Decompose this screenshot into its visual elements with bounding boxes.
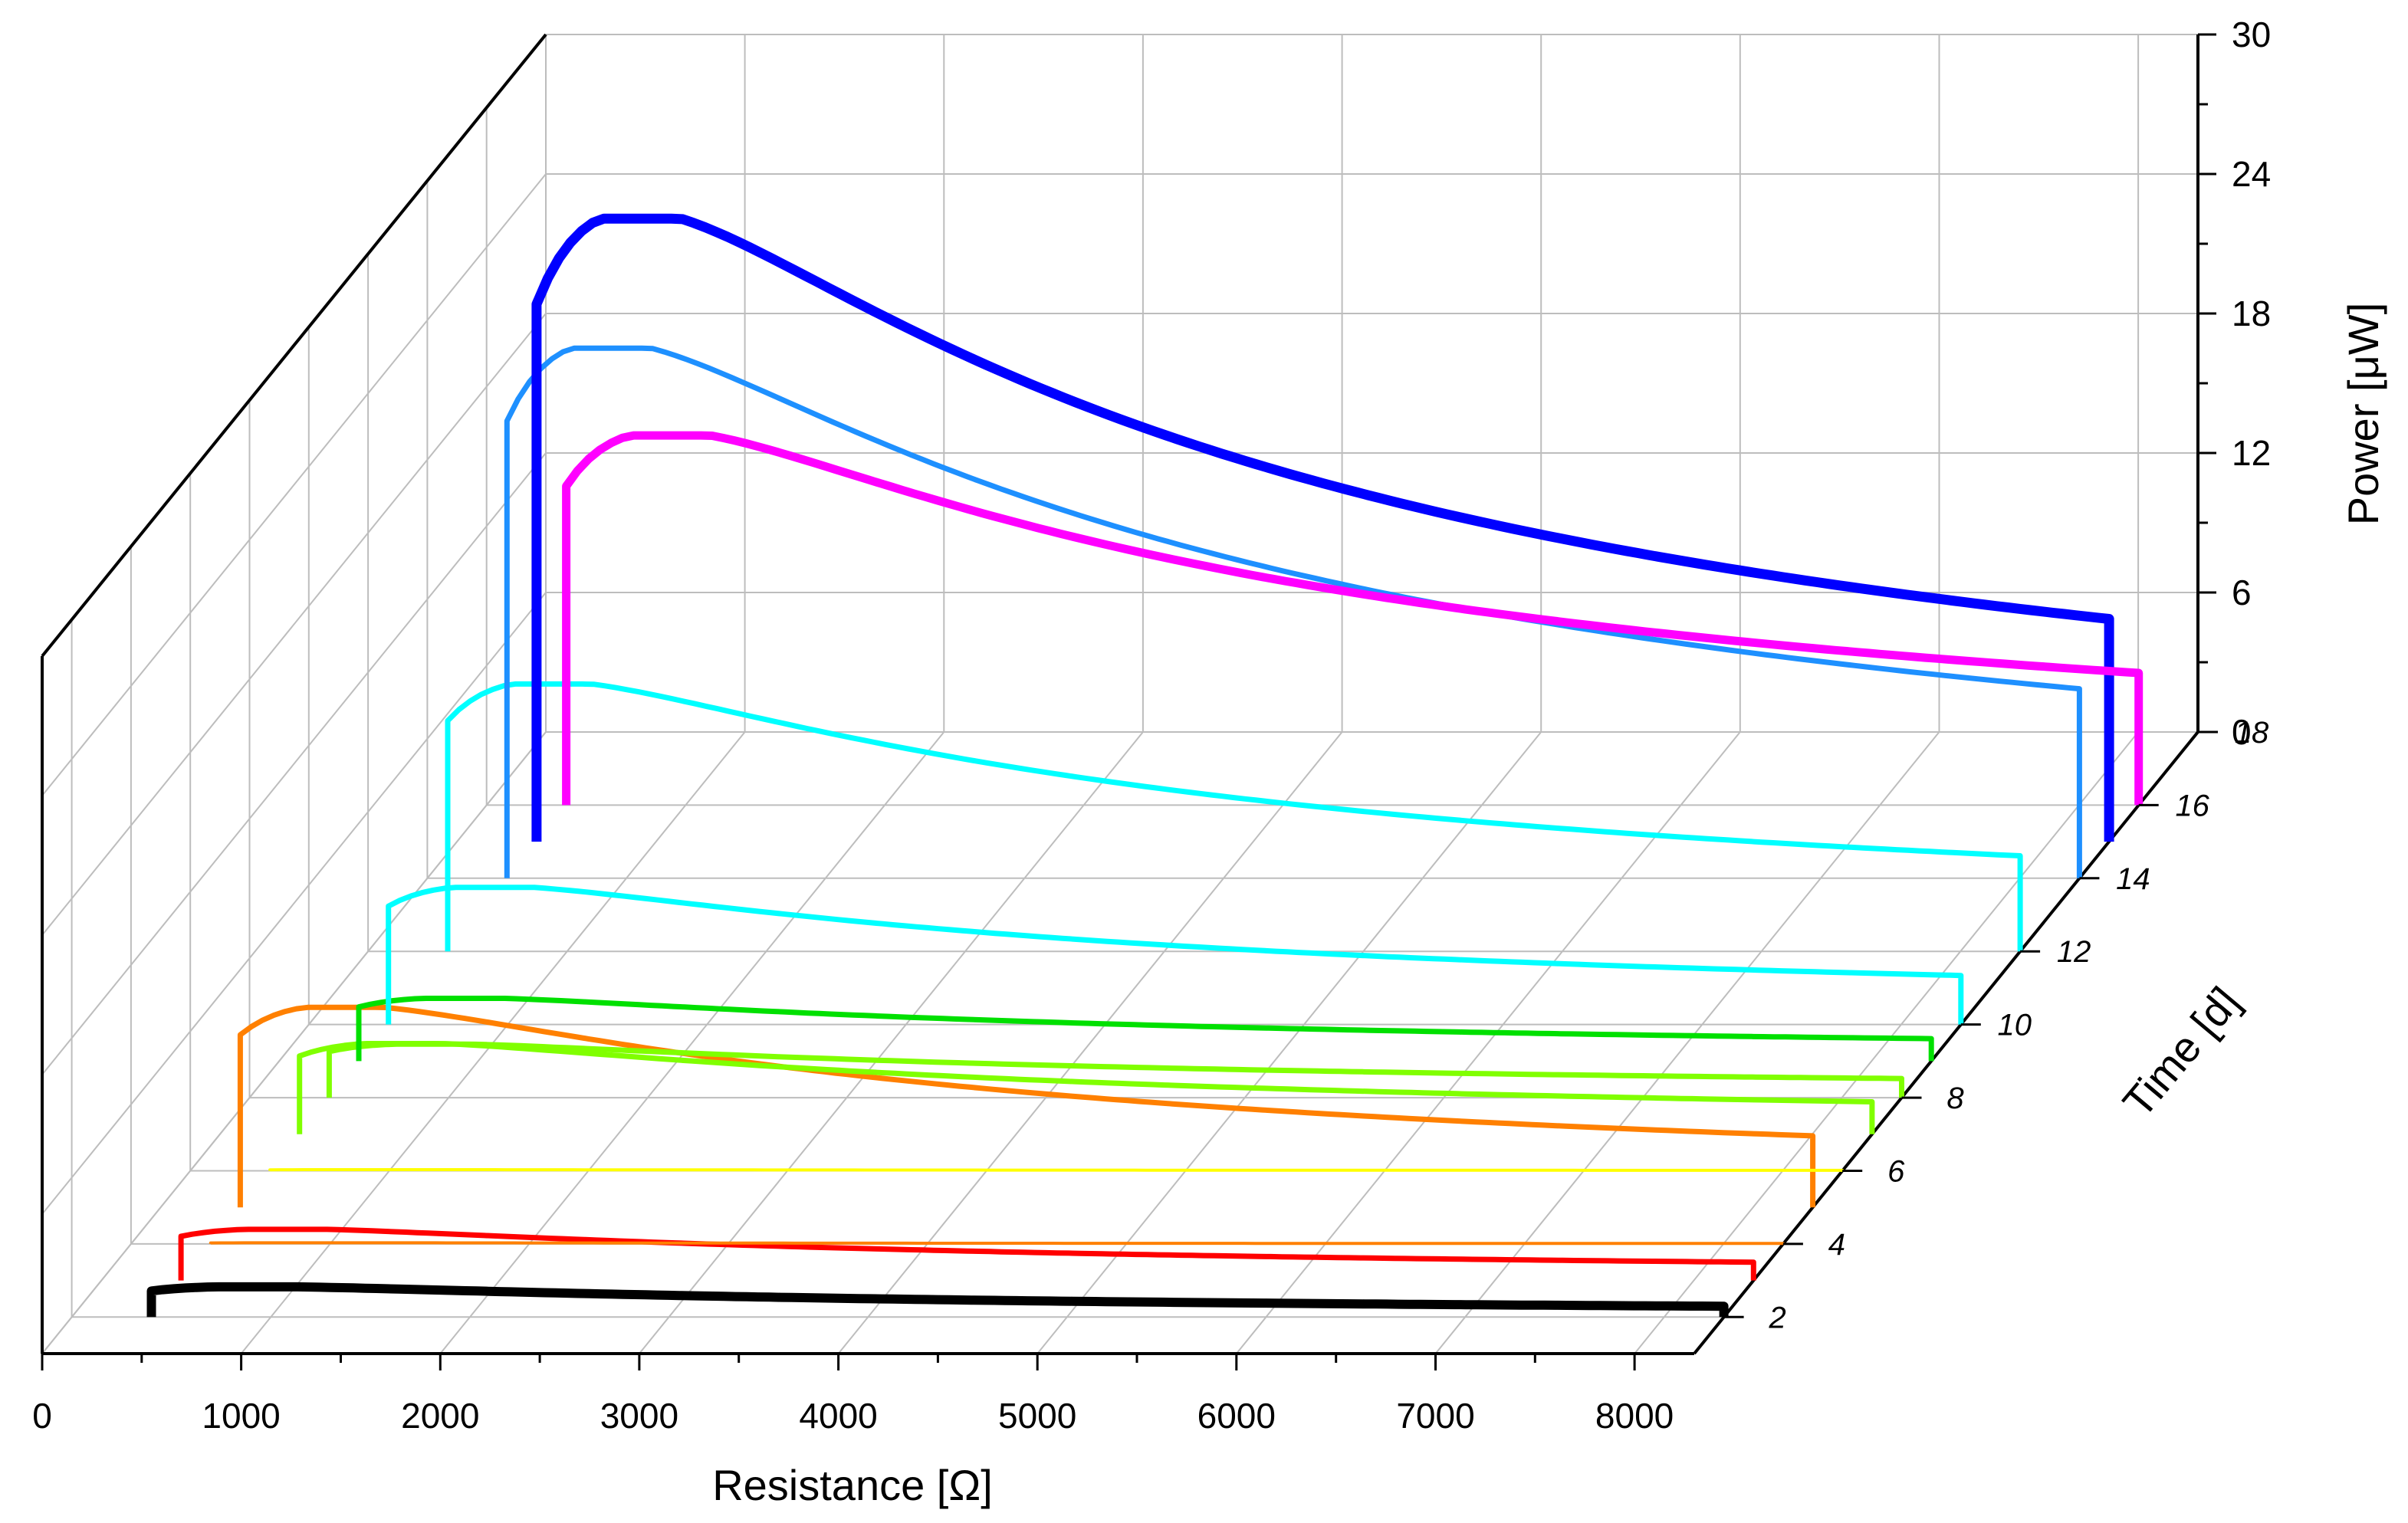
series-line-t9 — [356, 996, 1934, 1062]
time-axis-line — [1693, 730, 2199, 1355]
floor-grid-line-x — [1634, 731, 2139, 1354]
power-tick-label: 6 — [2232, 573, 2252, 612]
series-line-t6 — [268, 1168, 1845, 1172]
left-wall-grid-horizontal — [41, 313, 547, 936]
floor-grid-line-x — [639, 731, 1144, 1354]
series-line-t2 — [146, 1282, 1729, 1318]
left-wall-grid-horizontal — [41, 173, 547, 796]
x-tick-label: 4000 — [799, 1396, 877, 1436]
x-tick-label: 7000 — [1396, 1396, 1474, 1436]
power-tick-label: 24 — [2232, 154, 2271, 194]
left-wall-grid-horizontal — [41, 452, 547, 1075]
time-tick-label: 8 — [1946, 1082, 1964, 1115]
series-line-t5 — [237, 1004, 1816, 1208]
floor-grid-line-x — [1036, 731, 1542, 1354]
series-line-t14 — [504, 345, 2082, 878]
power-tick-label: 0 — [2232, 712, 2252, 752]
time-tick-label: 2 — [1768, 1301, 1785, 1334]
x-tick-label: 6000 — [1197, 1396, 1276, 1436]
series-line-t8 — [326, 1041, 1904, 1098]
left-wall-grid-horizontal — [41, 731, 547, 1354]
time-tick-label: 16 — [2175, 789, 2209, 822]
power-tick-label: 30 — [2232, 15, 2271, 54]
x-tick-label: 5000 — [998, 1396, 1076, 1436]
time-tick-label: 4 — [1828, 1228, 1845, 1262]
x-tick-label: 1000 — [202, 1396, 280, 1436]
time-tick-label: 14 — [2116, 862, 2150, 896]
time-tick-label: 18 — [2235, 716, 2269, 750]
x-tick-label: 0 — [32, 1396, 52, 1436]
x-tick-label: 3000 — [600, 1396, 678, 1436]
y-axis-title: Time [d] — [2114, 978, 2249, 1127]
series-line-t3 — [178, 1226, 1756, 1281]
series-line-t12 — [445, 681, 2023, 952]
x-axis-title: Resistance [Ω] — [712, 1461, 993, 1509]
series-line-t15 — [531, 213, 2114, 842]
floor-grid-line-x — [1434, 731, 1940, 1354]
left-top-edge — [41, 33, 547, 658]
time-tick-label: 12 — [2057, 935, 2091, 969]
series-line-t7 — [297, 1041, 1875, 1134]
series-line-t16 — [562, 431, 2144, 806]
z-axis-title: Power [μW] — [2339, 303, 2387, 526]
series-line-t10 — [386, 885, 1964, 1025]
power-tick-label: 12 — [2232, 433, 2271, 473]
x-tick-label: 8000 — [1595, 1396, 1674, 1436]
x-tick-label: 2000 — [401, 1396, 479, 1436]
floor-grid-line-x — [837, 731, 1343, 1354]
left-wall-grid-horizontal — [41, 592, 547, 1215]
power-tick-label: 18 — [2232, 294, 2271, 333]
floor-grid-line-x — [439, 731, 945, 1354]
time-tick-label: 6 — [1887, 1155, 1905, 1189]
time-tick-label: 10 — [1998, 1009, 2032, 1042]
series-line-t4 — [209, 1241, 1785, 1246]
